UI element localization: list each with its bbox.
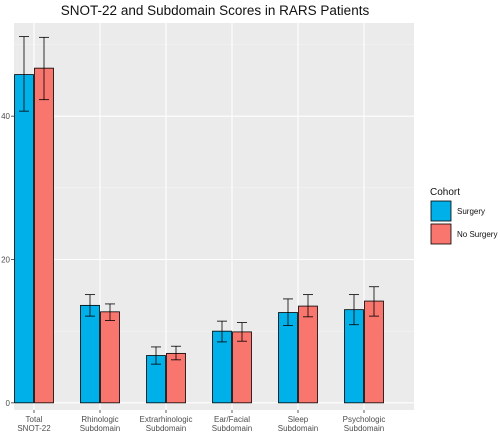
bar — [278, 312, 298, 404]
y-tick-label: 0 — [6, 399, 11, 408]
x-tick-label: Psychologic — [343, 415, 386, 424]
y-tick-label: 20 — [1, 256, 10, 265]
x-tick-label: Subdomain — [344, 424, 384, 433]
x-tick-label: Subdomain — [80, 424, 120, 433]
legend-key — [430, 223, 452, 245]
axis-layer: 02040TotalSNOT-22RhinologicSubdomainExtr… — [1, 112, 385, 433]
legend-label: No Surgery — [457, 230, 497, 239]
legend-title: Cohort — [430, 187, 460, 198]
bar-layer — [14, 36, 384, 404]
x-tick-label: SNOT-22 — [17, 424, 51, 433]
legend-label: Surgery — [457, 207, 485, 216]
y-tick-label: 40 — [1, 112, 10, 121]
x-tick-label: Sleep — [288, 415, 309, 424]
x-tick-label: Extrarhinologic — [140, 415, 193, 424]
x-tick-label: Subdomain — [278, 424, 318, 433]
bar — [298, 305, 318, 404]
x-tick-label: Subdomain — [146, 424, 186, 433]
bar — [232, 331, 252, 404]
bar — [80, 304, 100, 404]
chart-title: SNOT-22 and Subdomain Scores in RARS Pat… — [61, 3, 370, 18]
x-tick-label: Ear/Facial — [214, 415, 250, 424]
grid-layer — [14, 23, 414, 410]
legend-key — [430, 200, 452, 222]
x-tick-label: Subdomain — [212, 424, 252, 433]
bar — [34, 67, 54, 404]
bar — [100, 311, 120, 404]
bar — [166, 352, 186, 404]
x-tick-label: Rhinologic — [81, 415, 118, 424]
legend: Cohort Surgery No Surgery — [430, 187, 497, 245]
bar — [14, 74, 34, 404]
x-tick-label: Total — [26, 415, 43, 424]
